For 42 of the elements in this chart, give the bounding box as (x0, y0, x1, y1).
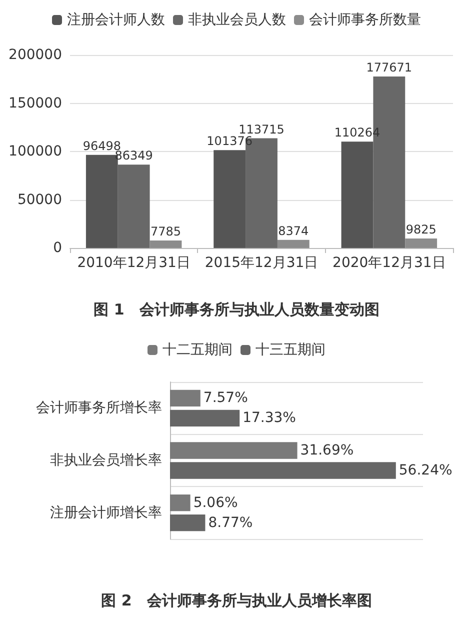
data-label: 31.69% (300, 442, 354, 459)
data-label: 5.06% (193, 494, 238, 511)
legend-label: 注册会计师人数 (67, 12, 165, 28)
y-tick-label: 非执业会员增长率 (50, 452, 162, 468)
bar (150, 240, 182, 248)
bar (170, 462, 396, 479)
bar (341, 142, 374, 248)
bar (118, 164, 150, 248)
data-label: 7.57% (203, 390, 248, 406)
y-tick-label: 注册会计师增长率 (50, 504, 162, 521)
y-tick-label: 0 (53, 240, 62, 256)
bar (277, 240, 310, 248)
text: 图 1 会计师事务所与执业人员数量变动图 (94, 300, 380, 318)
y-tick-label: 50000 (17, 192, 62, 208)
bar (214, 150, 246, 248)
data-label: 17.33% (242, 410, 296, 426)
y-tick-label: 150000 (8, 95, 62, 112)
data-label: 8374 (278, 224, 309, 238)
data-label: 7785 (150, 224, 182, 238)
y-tick-label: 200000 (8, 47, 62, 63)
data-label: 113715 (238, 122, 284, 136)
data-label: 8.77% (208, 514, 253, 531)
bar (170, 390, 200, 406)
x-tick-label: 2020年12月31日 (332, 255, 446, 271)
x-tick-label: 2010年12月31日 (77, 255, 190, 271)
bar (170, 494, 190, 512)
bar (170, 514, 206, 532)
y-tick-label: 100000 (8, 144, 62, 160)
x-tick-label: 2015年12月31日 (204, 255, 318, 271)
bar (170, 442, 298, 459)
data-label: 56.24% (398, 462, 452, 478)
data-label: 86349 (114, 148, 153, 163)
legend-label: 非执业会员人数 (188, 12, 286, 28)
data-label: 177671 (366, 60, 412, 75)
bar (405, 238, 438, 248)
data-label: 9825 (406, 222, 436, 237)
text: 图 2 会计师事务所与执业人员增长率图 (101, 592, 372, 610)
legend-label: 十二五期间 (162, 342, 232, 358)
bar (170, 410, 240, 426)
y-tick-label: 会计师事务所增长率 (36, 400, 162, 416)
legend-label: 十三五期间 (256, 342, 326, 358)
legend-label: 会计师事务所数量 (309, 12, 421, 28)
